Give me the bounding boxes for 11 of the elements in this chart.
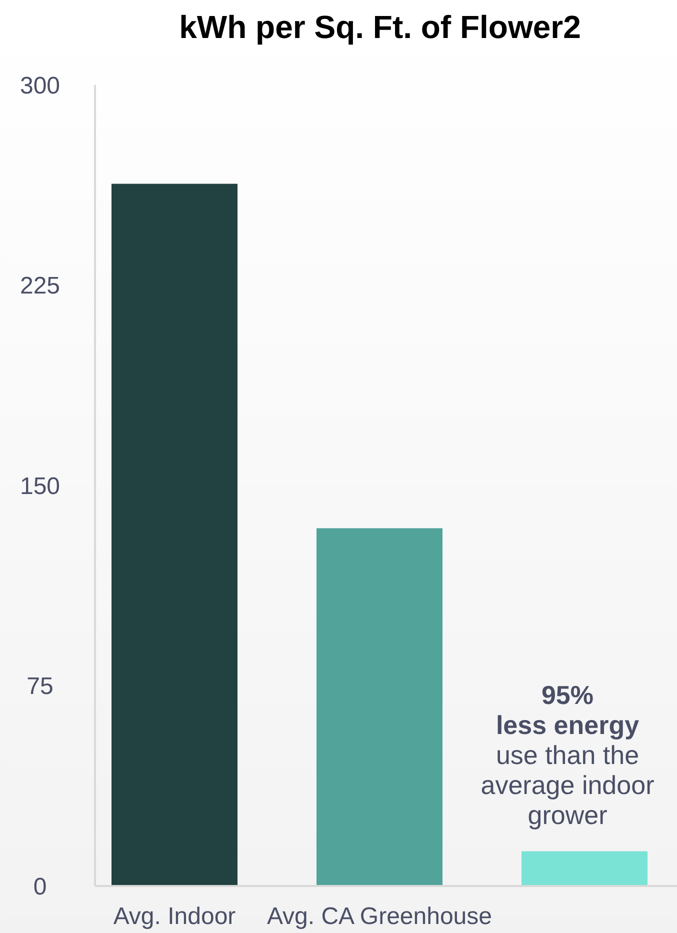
x-tick-label: Avg. Indoor bbox=[113, 903, 236, 930]
y-tick-label: 75 bbox=[26, 673, 54, 700]
annotation: 95% bbox=[541, 680, 594, 710]
y-tick-label: 225 bbox=[20, 272, 60, 300]
y-tick-label: 150 bbox=[20, 472, 60, 500]
y-tick-label: 0 bbox=[33, 873, 47, 900]
y-tick-label: 300 bbox=[20, 72, 60, 100]
x-tick-label: Avg. CA Greenhouse bbox=[266, 903, 492, 930]
annotation: use than the average indoor grower bbox=[480, 740, 655, 830]
chart-title: kWh per Sq. Ft. of Flower2 bbox=[179, 9, 581, 45]
annotation: less energy bbox=[496, 710, 640, 740]
